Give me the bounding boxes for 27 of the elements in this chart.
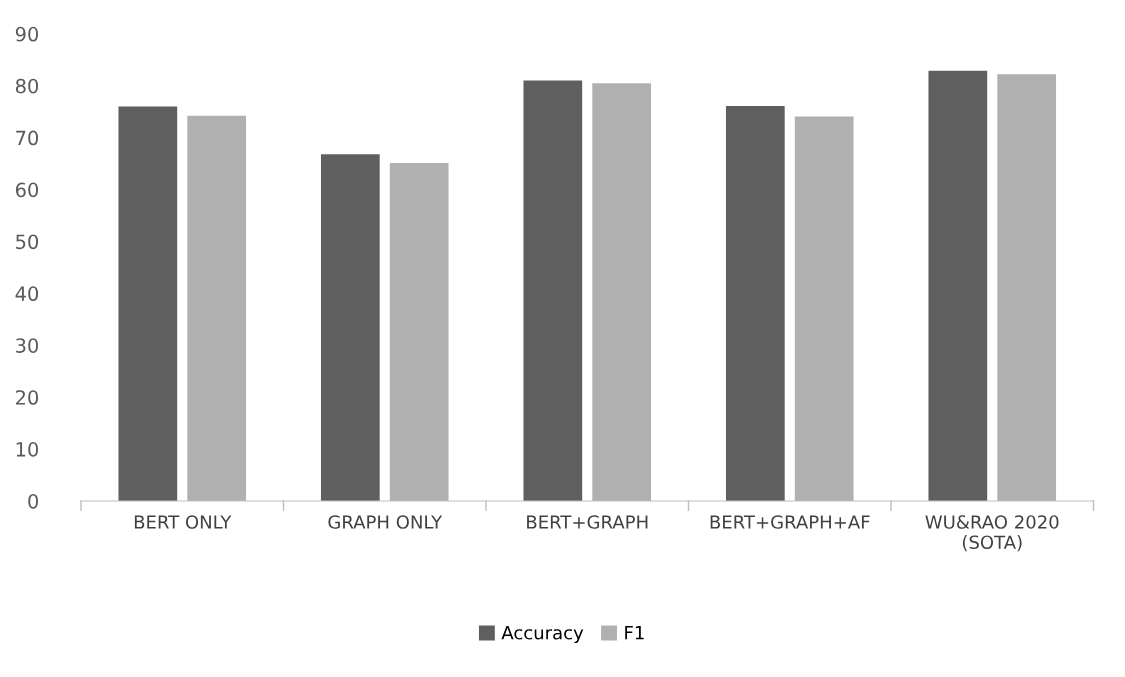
x-tick-label: GRAPH ONLY	[328, 515, 443, 529]
y-tick-label: 20	[16, 390, 39, 405]
y-tick-label: 50	[16, 234, 39, 250]
y-tick-label: 0	[28, 493, 39, 509]
bar	[928, 70, 988, 501]
legend-label: Accuracy	[501, 626, 584, 644]
x-tick-label: BERT ONLY	[134, 515, 232, 529]
bar	[523, 80, 583, 501]
x-tick-label: WU&RAO 2020 (SOTA)	[925, 515, 1059, 552]
bar	[389, 163, 449, 501]
bar	[725, 106, 785, 501]
y-tick-label: 70	[16, 130, 39, 146]
y-tick-label: 10	[16, 442, 39, 457]
y-tick-label: 60	[15, 182, 39, 198]
legend-label: F1	[625, 626, 644, 640]
bar	[592, 83, 652, 501]
bar	[187, 115, 247, 501]
bar	[794, 116, 854, 501]
bar	[997, 74, 1057, 501]
y-tick-label: 80	[15, 78, 39, 94]
x-tick-label: BERT+GRAPH+AF	[710, 515, 870, 529]
bar	[118, 106, 178, 501]
x-tick-label: BERT+GRAPH	[527, 515, 648, 529]
y-tick-label: 30	[16, 338, 39, 353]
bar	[320, 154, 380, 501]
y-tick-label: 40	[15, 286, 39, 302]
y-tick-label: 90	[15, 26, 39, 42]
